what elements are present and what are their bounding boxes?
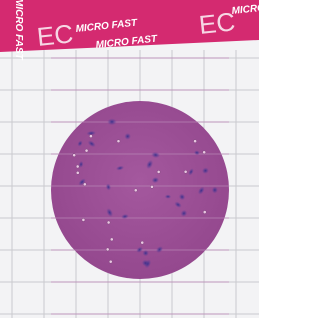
pale-colony: [157, 170, 160, 173]
pale-colony: [106, 248, 109, 251]
code-text: EC: [35, 18, 74, 52]
pale-colony: [110, 238, 113, 241]
page: {"banner": {"brand": "MICRO FAST", "code…: [0, 0, 259, 318]
pale-colony: [193, 140, 196, 143]
pale-colony: [76, 171, 79, 174]
pale-colony: [107, 221, 110, 224]
brand-text: MICRO FAST: [13, 0, 24, 61]
pale-colony: [203, 151, 206, 154]
pale-colony: [89, 135, 92, 138]
photo: MICRO FAST EC MICRO FAST MICRO FAST EC M…: [0, 0, 259, 318]
pale-colony: [134, 189, 137, 192]
pale-colony: [85, 149, 88, 152]
pale-colony: [117, 140, 120, 143]
pale-colony: [203, 210, 206, 213]
pale-colony: [109, 260, 112, 263]
pale-colony: [184, 170, 187, 173]
code-text: EC: [197, 6, 236, 40]
pale-colony: [82, 218, 85, 221]
pale-colony: [141, 241, 144, 244]
pale-colony: [150, 185, 153, 188]
pale-colony: [73, 154, 76, 157]
